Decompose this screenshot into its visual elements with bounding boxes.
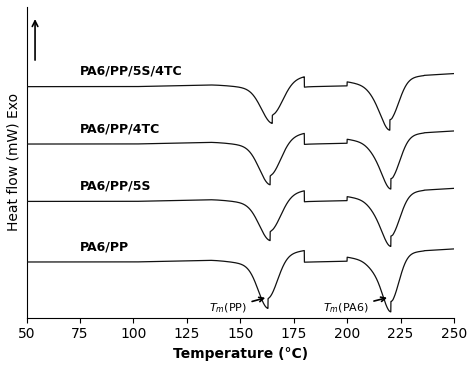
Text: PA6/PP: PA6/PP — [80, 240, 129, 253]
Text: PA6/PP/5S: PA6/PP/5S — [80, 180, 151, 192]
Text: $T_m$(PA6): $T_m$(PA6) — [323, 297, 385, 315]
Y-axis label: Heat flow (mW) Exo: Heat flow (mW) Exo — [7, 93, 21, 231]
Text: PA6/PP/5S/4TC: PA6/PP/5S/4TC — [80, 65, 182, 78]
Text: $T_m$(PP): $T_m$(PP) — [209, 297, 264, 315]
Text: PA6/PP/4TC: PA6/PP/4TC — [80, 122, 160, 135]
X-axis label: Temperature (°C): Temperature (°C) — [173, 347, 308, 361]
